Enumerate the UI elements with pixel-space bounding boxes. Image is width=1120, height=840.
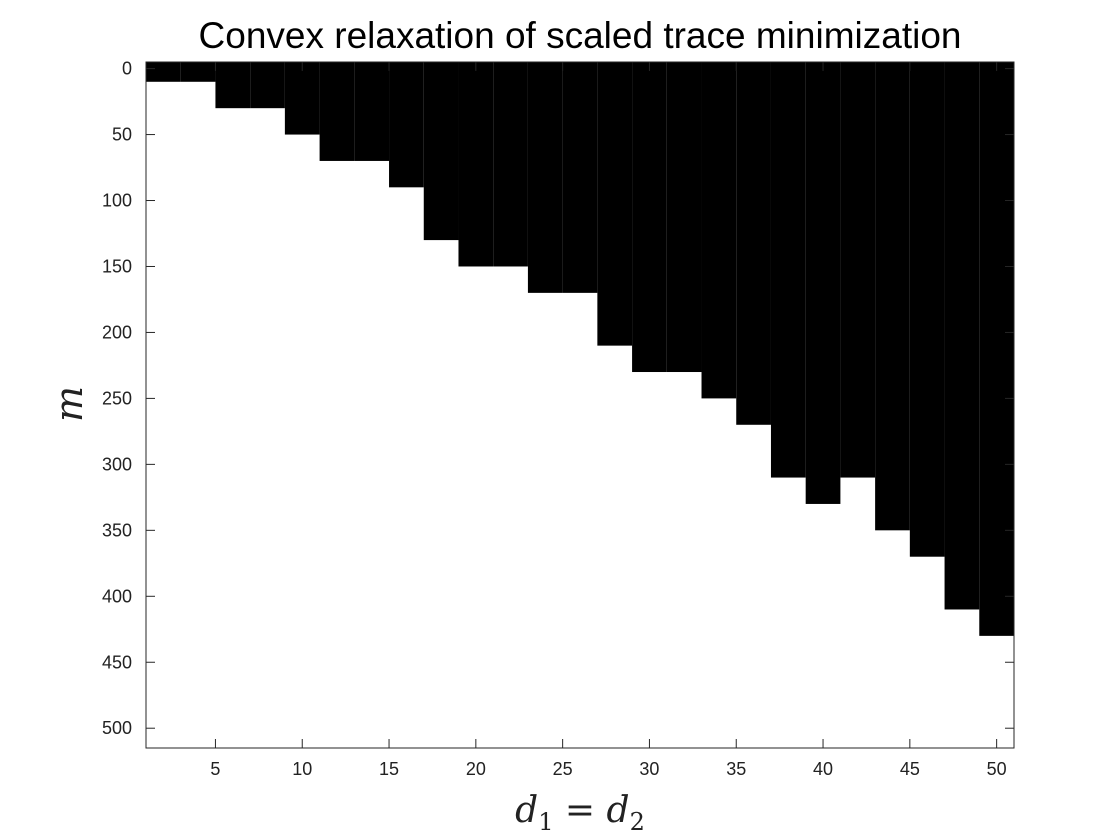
heatmap-cell-failure [701,62,737,399]
y-tick-label: 450 [102,652,132,672]
y-tick-label: 0 [122,59,132,79]
y-tick-label: 500 [102,718,132,738]
heatmap-cell-failure [146,62,181,82]
y-tick-label: 50 [112,125,132,145]
y-axis-ticks: 0 50 100 150 200 250 300 350 400 450 500 [102,59,1014,738]
heatmap-cell-failure [250,62,285,109]
heatmap-cell-failure [493,62,528,267]
heatmap-cell-failure [527,62,563,293]
x-tick-label: 40 [813,759,833,779]
x-tick-label: 35 [726,759,746,779]
heatmap-cell-failure [666,62,702,373]
heatmap-cell-failure [389,62,424,188]
x-tick-label: 5 [210,759,220,779]
heatmap-cell-failure [805,62,841,504]
y-tick-label: 250 [102,388,132,408]
heatmap-cell-failure [215,62,251,109]
x-tick-label: 25 [553,759,573,779]
plot-border [145,61,1015,749]
heatmap-cell-failure [354,62,390,161]
x-tick-label: 15 [379,759,399,779]
heatmap-cell-failure [944,62,980,610]
heatmap-cell-failure [562,62,598,293]
x-tick-label: 30 [639,759,659,779]
y-axis-label: m [47,386,91,422]
heatmap-cell-failure [180,62,216,82]
heatmap-cell-failure [319,62,355,161]
x-tick-label: 45 [900,759,920,779]
y-tick-label: 350 [102,520,132,540]
heatmap-cell-failure [458,62,494,267]
chart-title: Convex relaxation of scaled trace minimi… [199,15,962,56]
heatmap-cell-failure [423,62,459,241]
heatmap-plot-area [145,61,1015,749]
y-tick-label: 150 [102,256,132,276]
heatmap-cell-failure [875,62,910,531]
heatmap-cell-failure [597,62,633,346]
heatmap-cell-failure [632,62,667,373]
x-tick-label: 10 [292,759,312,779]
x-axis-ticks: 5 10 15 20 25 30 35 40 45 50 [210,62,1007,779]
heatmap-cells [146,62,1014,636]
heatmap-cell-failure [736,62,771,425]
heatmap-cell-failure [909,62,945,557]
y-tick-label: 200 [102,322,132,342]
heatmap-cell-failure [284,62,320,135]
y-tick-label: 400 [102,586,132,606]
x-tick-label: 20 [466,759,486,779]
y-tick-label: 100 [102,191,132,211]
heatmap-cell-failure [979,62,1014,636]
x-axis-label: d1 = d2 [515,790,645,836]
y-tick-label: 300 [102,454,132,474]
heatmap-cell-failure [770,62,806,478]
heatmap-cell-failure [840,62,876,478]
x-tick-label: 50 [987,759,1007,779]
